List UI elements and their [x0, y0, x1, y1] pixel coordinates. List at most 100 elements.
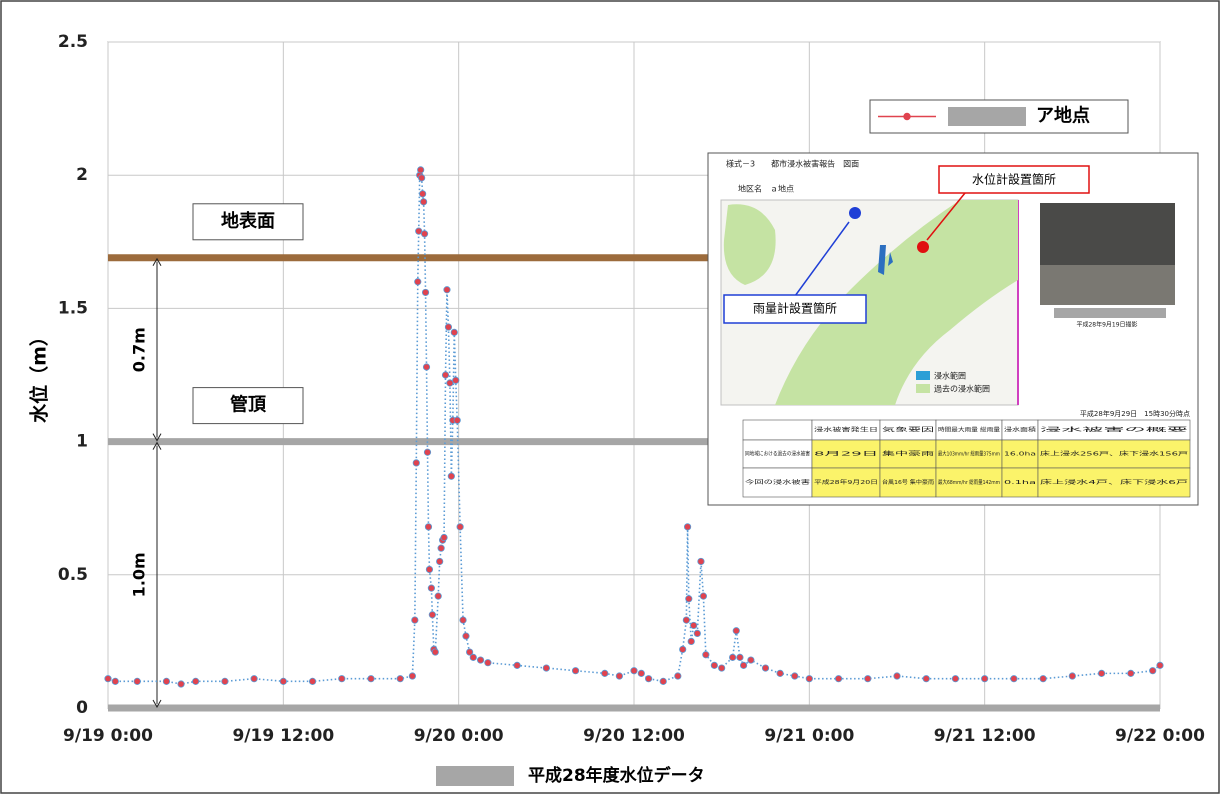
table-text: 同地域における過去の浸水被害: [745, 450, 810, 458]
data-point: [423, 364, 429, 370]
callout-label: 水位計設置箇所: [972, 172, 1056, 187]
data-point: [718, 665, 724, 671]
data-point: [417, 167, 423, 173]
data-point: [711, 662, 717, 668]
data-point: [1128, 670, 1134, 676]
map-legend-label: 過去の浸水範囲: [934, 384, 990, 394]
y-tick-label: 0: [76, 698, 88, 718]
redaction: [1054, 308, 1166, 318]
y-axis-label: 水位（m）: [28, 327, 51, 423]
data-point: [690, 622, 696, 628]
data-point: [413, 460, 419, 466]
x-tick-label: 9/19 0:00: [63, 726, 153, 746]
data-point: [420, 199, 426, 205]
data-point: [485, 660, 491, 666]
data-point: [436, 558, 442, 564]
table-text: 床上浸水256戸、床下浸水156戸: [1040, 450, 1189, 458]
x-tick-label: 9/19 12:00: [232, 726, 334, 746]
data-point: [1069, 673, 1075, 679]
data-point: [112, 678, 118, 684]
data-point: [448, 473, 454, 479]
dimension-label: 1.0m: [130, 552, 149, 597]
table-text: 時間最大雨量 総雨量: [938, 426, 1001, 434]
table-text: 今回の浸水被害: [745, 478, 811, 486]
inset-area: 地区名 ａ地点: [738, 184, 794, 194]
data-point: [451, 329, 457, 335]
x-tick-label: 9/22 0:00: [1115, 726, 1205, 746]
redaction: [948, 107, 1026, 126]
data-point: [616, 673, 622, 679]
data-point: [457, 524, 463, 530]
rain-gauge: [849, 207, 861, 219]
data-point: [409, 673, 415, 679]
data-point: [1098, 670, 1104, 676]
data-point: [222, 678, 228, 684]
data-point: [412, 617, 418, 623]
data-point: [748, 657, 754, 663]
data-point: [426, 566, 432, 572]
data-point: [105, 675, 111, 681]
data-point: [422, 289, 428, 295]
data-point: [447, 380, 453, 386]
data-point: [981, 675, 987, 681]
data-point: [428, 585, 434, 591]
y-tick-label: 1.5: [58, 298, 88, 318]
data-point: [454, 417, 460, 423]
data-point: [675, 673, 681, 679]
data-point: [740, 662, 746, 668]
x-tick-label: 9/21 12:00: [934, 726, 1036, 746]
x-tick-label: 9/21 0:00: [764, 726, 854, 746]
data-point: [684, 524, 690, 530]
data-point: [432, 649, 438, 655]
inset-document: 様式－3 都市浸水被害報告 図面 地区名 ａ地点 水位計設置箇所 雨量計設置箇所…: [708, 153, 1198, 505]
table-text: 0.1ha: [1004, 480, 1036, 486]
data-point: [134, 678, 140, 684]
footer-label: 平成28年度水位データ: [528, 765, 705, 786]
table-text: 8月29日: [814, 451, 878, 458]
data-point: [442, 372, 448, 378]
data-point: [572, 668, 578, 674]
table-text: 集中豪雨: [882, 450, 935, 458]
data-point: [415, 279, 421, 285]
data-point: [792, 673, 798, 679]
data-point: [280, 678, 286, 684]
legend-swatch: [916, 371, 930, 380]
reference-label: 管頂: [230, 394, 267, 416]
data-point: [416, 228, 422, 234]
data-point: [602, 670, 608, 676]
data-point: [397, 675, 403, 681]
data-point: [698, 558, 704, 564]
photo-ground: [1040, 265, 1175, 305]
data-point: [638, 670, 644, 676]
data-point: [737, 654, 743, 660]
data-point: [1011, 675, 1017, 681]
callout-label: 雨量計設置箇所: [753, 301, 837, 316]
data-point: [660, 678, 666, 684]
data-point: [729, 654, 735, 660]
data-point: [460, 617, 466, 623]
table-text: 気象要因: [882, 426, 935, 434]
data-point: [688, 638, 694, 644]
data-point: [645, 675, 651, 681]
data-point: [952, 675, 958, 681]
water-gauge: [917, 241, 929, 253]
data-point: [163, 678, 169, 684]
table-text: 最大68mm/hr 総雨量142mm: [938, 478, 1000, 486]
data-point: [1157, 662, 1163, 668]
table-text: 最大103mm/hr 総雨量375mm: [938, 450, 1000, 458]
y-tick-label: 2.5: [58, 32, 88, 52]
data-point: [192, 678, 198, 684]
data-point: [453, 377, 459, 383]
table-text: 浸水被害の概要: [1040, 426, 1190, 434]
data-point: [1040, 675, 1046, 681]
data-point: [429, 612, 435, 618]
data-point: [762, 665, 768, 671]
data-point: [865, 675, 871, 681]
data-point: [463, 633, 469, 639]
table-text: 浸水面積: [1004, 426, 1037, 434]
data-point: [424, 449, 430, 455]
data-point: [543, 665, 549, 671]
inset-title: 様式－3 都市浸水被害報告 図面: [726, 159, 859, 169]
y-tick-label: 0.5: [58, 565, 88, 585]
x-tick-label: 9/20 12:00: [583, 726, 685, 746]
